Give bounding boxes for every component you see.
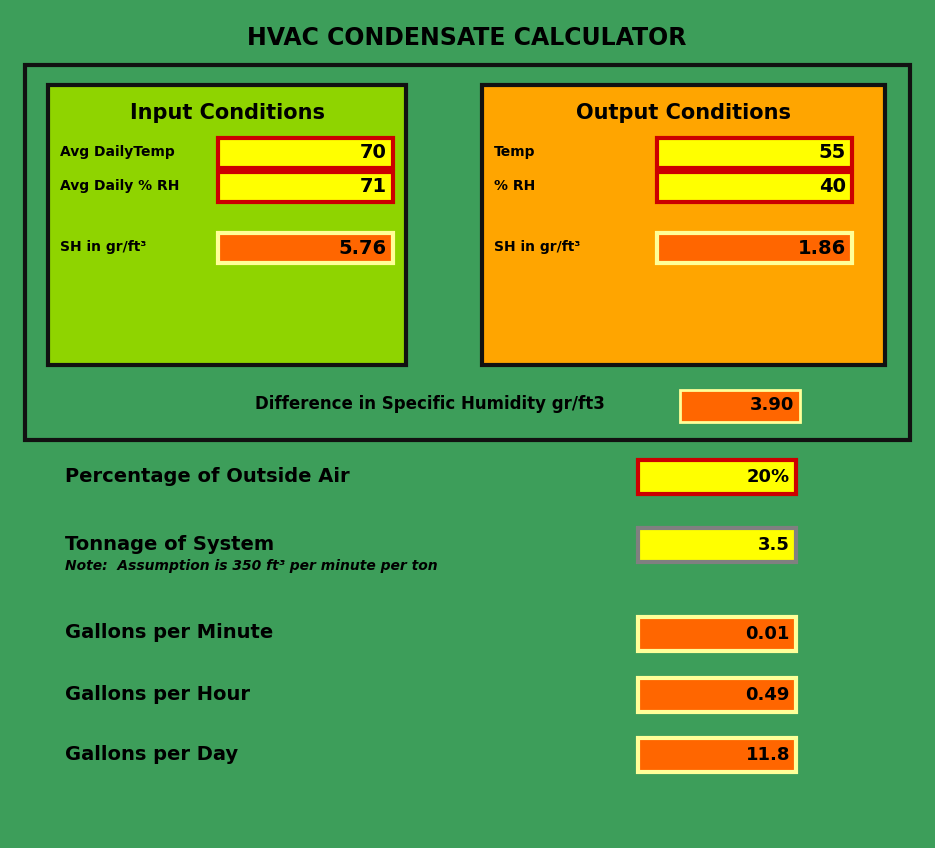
FancyBboxPatch shape <box>482 85 885 365</box>
Text: Tonnage of System: Tonnage of System <box>65 534 274 554</box>
FancyBboxPatch shape <box>218 233 393 263</box>
Text: Percentage of Outside Air: Percentage of Outside Air <box>65 466 350 486</box>
Text: 71: 71 <box>360 177 387 197</box>
Text: Input Conditions: Input Conditions <box>130 103 324 123</box>
Text: SH in gr/ft³: SH in gr/ft³ <box>60 240 147 254</box>
FancyBboxPatch shape <box>218 172 393 202</box>
Text: Note:  Assumption is 350 ft³ per minute per ton: Note: Assumption is 350 ft³ per minute p… <box>65 559 438 573</box>
FancyBboxPatch shape <box>638 617 796 651</box>
FancyBboxPatch shape <box>638 528 796 562</box>
FancyBboxPatch shape <box>638 738 796 772</box>
Text: 1.86: 1.86 <box>798 238 846 258</box>
FancyBboxPatch shape <box>638 460 796 494</box>
FancyBboxPatch shape <box>48 85 406 365</box>
Text: 20%: 20% <box>747 468 790 486</box>
Text: 3.5: 3.5 <box>758 536 790 554</box>
Text: 11.8: 11.8 <box>745 746 790 764</box>
Text: 70: 70 <box>360 143 387 163</box>
Text: 55: 55 <box>819 143 846 163</box>
FancyBboxPatch shape <box>680 390 800 422</box>
Text: Avg DailyTemp: Avg DailyTemp <box>60 145 175 159</box>
FancyBboxPatch shape <box>638 678 796 712</box>
FancyBboxPatch shape <box>25 65 910 440</box>
Text: 3.90: 3.90 <box>750 396 794 414</box>
Text: SH in gr/ft³: SH in gr/ft³ <box>494 240 581 254</box>
FancyBboxPatch shape <box>218 138 393 168</box>
Text: % RH: % RH <box>494 179 535 193</box>
FancyBboxPatch shape <box>657 138 852 168</box>
Text: Avg Daily % RH: Avg Daily % RH <box>60 179 180 193</box>
Text: Difference in Specific Humidity gr/ft3: Difference in Specific Humidity gr/ft3 <box>255 395 605 413</box>
Text: Gallons per Minute: Gallons per Minute <box>65 623 273 643</box>
Text: 5.76: 5.76 <box>338 238 387 258</box>
Text: Output Conditions: Output Conditions <box>576 103 791 123</box>
Text: Gallons per Day: Gallons per Day <box>65 745 238 763</box>
Text: HVAC CONDENSATE CALCULATOR: HVAC CONDENSATE CALCULATOR <box>248 26 686 50</box>
Text: Gallons per Hour: Gallons per Hour <box>65 684 250 704</box>
FancyBboxPatch shape <box>657 233 852 263</box>
Text: 0.01: 0.01 <box>745 625 790 643</box>
Text: 0.49: 0.49 <box>745 686 790 704</box>
Text: 40: 40 <box>819 177 846 197</box>
Text: Temp: Temp <box>494 145 536 159</box>
FancyBboxPatch shape <box>657 172 852 202</box>
